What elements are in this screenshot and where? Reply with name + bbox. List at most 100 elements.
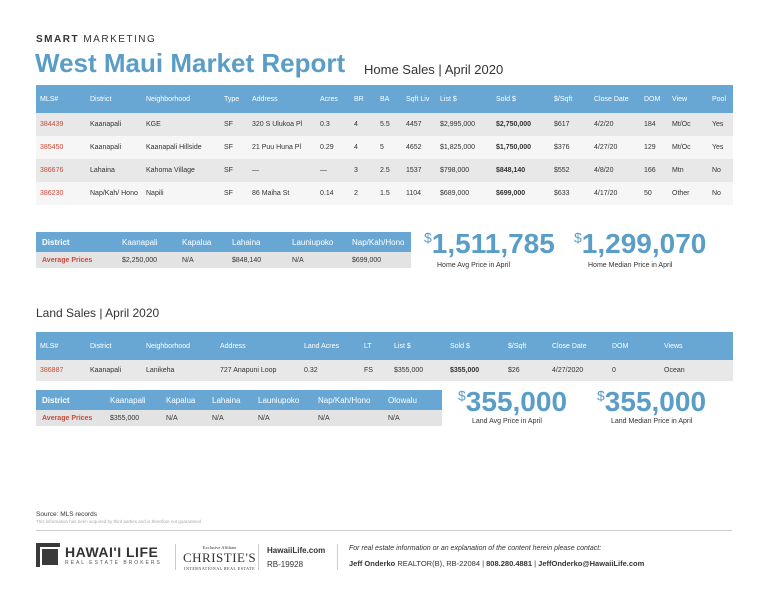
table-cell: 4 [354, 121, 358, 128]
column-header: MLS# [40, 342, 59, 350]
brand-tagline: SMART MARKETING [36, 34, 157, 45]
table-cell: Lahaina [90, 167, 115, 174]
table-cell: 1537 [406, 167, 422, 174]
column-header: LT [364, 342, 372, 350]
table-cell: Mt/Oc [672, 121, 691, 128]
table-cell: 129 [644, 144, 656, 151]
mls-number[interactable]: 386887 [40, 367, 64, 374]
column-header: Close Date [552, 342, 587, 350]
table-cell: $26 [508, 367, 520, 374]
table-cell: 0 [612, 367, 616, 374]
footer-divider [258, 544, 259, 570]
table-cell: 0.29 [320, 144, 334, 151]
summary-cell: N/A [312, 410, 382, 426]
christies-logo: Exclusive Affiliate CHRISTIE'S INTERNATI… [183, 545, 257, 571]
summary-cell: N/A [160, 410, 206, 426]
summary-header-row: District Kaanapali Kapalua Lahaina Launiupok… [36, 390, 442, 410]
disclaimer: This information has been acquired by th… [36, 519, 202, 524]
table-cell: 4457 [406, 121, 422, 128]
table-cell: 4/27/2020 [552, 367, 584, 374]
summary-cell: $848,140 [226, 252, 286, 268]
email-link[interactable]: JeffOnderko@HawaiiLife.com [538, 559, 645, 568]
website-link[interactable]: HawaiiLife.com [267, 546, 326, 555]
table-cell: 5.5 [380, 121, 390, 128]
summary-cell: N/A [206, 410, 252, 426]
table-cell: Napili [146, 190, 164, 197]
column-header: List $ [440, 95, 457, 103]
page-title: West Maui Market Report [35, 48, 346, 78]
column-header: Neighborhood [146, 342, 190, 350]
table-row: 386676 Lahaina Kahoma Village SF — — 3 2.5 1537 $… [36, 159, 733, 182]
mls-number[interactable]: 384439 [40, 121, 64, 128]
table-cell: — [252, 167, 259, 174]
column-header: Sqft Liv [406, 95, 430, 103]
column-header: District [90, 95, 112, 103]
table-cell: Kahoma Village [146, 167, 195, 174]
table-row: 384439 Kaanapali KGE SF 320 S Ulukoa Pl 0.3 4 5… [36, 113, 733, 136]
mls-number[interactable]: 386230 [40, 190, 64, 197]
table-cell: 21 Puu Huna Pl [252, 144, 302, 151]
table-cell: $2,995,000 [440, 121, 476, 128]
table-cell: 50 [644, 190, 652, 197]
mls-number[interactable]: 385450 [40, 144, 64, 151]
table-cell: SF [224, 190, 233, 197]
table-cell: $798,000 [440, 167, 470, 174]
table-cell: Nap/Kah/ Hono [90, 190, 138, 197]
column-header: Type [224, 95, 240, 103]
page-subtitle: Home Sales | April 2020 [364, 62, 504, 77]
column-header: DOM [612, 342, 629, 350]
table-cell: FS [364, 367, 373, 374]
contact-info-line: For real estate information or an explan… [349, 545, 602, 552]
column-header: District [42, 237, 70, 247]
column-header: Land Acres [304, 342, 340, 350]
broker-license: RB-19928 [267, 560, 304, 569]
column-header: Launiupoko [258, 395, 300, 405]
column-header: Address [220, 342, 246, 350]
table-row: 385450 Kaanapali Kaanapali Hillside SF 21 Pu… [36, 136, 733, 159]
home-summary-table: District Kaanapali Kapalua Lahaina Launiupok… [36, 232, 411, 268]
table-cell: $376 [554, 144, 570, 151]
home-avg-price: $1,511,785 [424, 228, 555, 259]
table-cell: Mt/Oc [672, 144, 691, 151]
land-avg-price: $355,000 [458, 386, 568, 417]
column-header: Neighborhood [146, 95, 190, 103]
table-cell: 4/17/20 [594, 190, 618, 197]
column-header: $/Sqft [508, 342, 527, 350]
home-median-price: $1,299,070 [574, 228, 707, 259]
land-sales-table: MLS# District Neighborhood Address Land Acre… [36, 332, 733, 381]
table-cell: 184 [644, 121, 656, 128]
source-note: Source: MLS records [36, 511, 98, 518]
footer-divider [337, 544, 338, 570]
table-cell: 3 [354, 167, 358, 174]
column-header: Kapalua [166, 395, 196, 405]
table-cell: $1,750,000 [496, 144, 532, 151]
column-header: $/Sqft [554, 95, 573, 103]
mls-number[interactable]: 386676 [40, 167, 64, 174]
column-header: Olowalu [388, 395, 417, 405]
column-header: Pool [712, 95, 727, 103]
summary-cell: $355,000 [104, 410, 160, 426]
column-header: Sold $ [450, 342, 470, 350]
table-row: 386230 Nap/Kah/ Hono Napili SF 86 Maiha St 0.… [36, 182, 733, 205]
land-median-label: Land Median Price in April [611, 418, 693, 425]
column-header: Nap/Kah/Hono [318, 395, 371, 405]
agent-contact: Jeff Onderko REALTOR(B), RB-22084 | 808.… [349, 559, 645, 568]
table-cell: $689,000 [440, 190, 470, 197]
summary-header-row: District Kaanapali Kapalua Lahaina Launiupok… [36, 232, 411, 252]
summary-row-label: Average Prices [36, 410, 104, 426]
table-cell: Mtn [672, 167, 684, 174]
table-cell: $633 [554, 190, 570, 197]
table-cell: 2.5 [380, 167, 390, 174]
table-cell: No [712, 190, 721, 197]
table-cell: Lanikeha [146, 367, 175, 374]
table-cell: 4/8/20 [594, 167, 614, 174]
column-header: Lahaina [212, 395, 241, 405]
table-cell: 4/27/20 [594, 144, 618, 151]
table-cell: 86 Maiha St [252, 190, 290, 197]
land-median-price: $355,000 [597, 386, 707, 417]
table-cell: 2 [354, 190, 358, 197]
table-header-row: MLS# District Neighborhood Address Land Acre… [36, 332, 733, 360]
footer-divider [36, 530, 732, 531]
table-cell: $848,140 [496, 167, 526, 174]
summary-row-label: Average Prices [36, 252, 116, 268]
